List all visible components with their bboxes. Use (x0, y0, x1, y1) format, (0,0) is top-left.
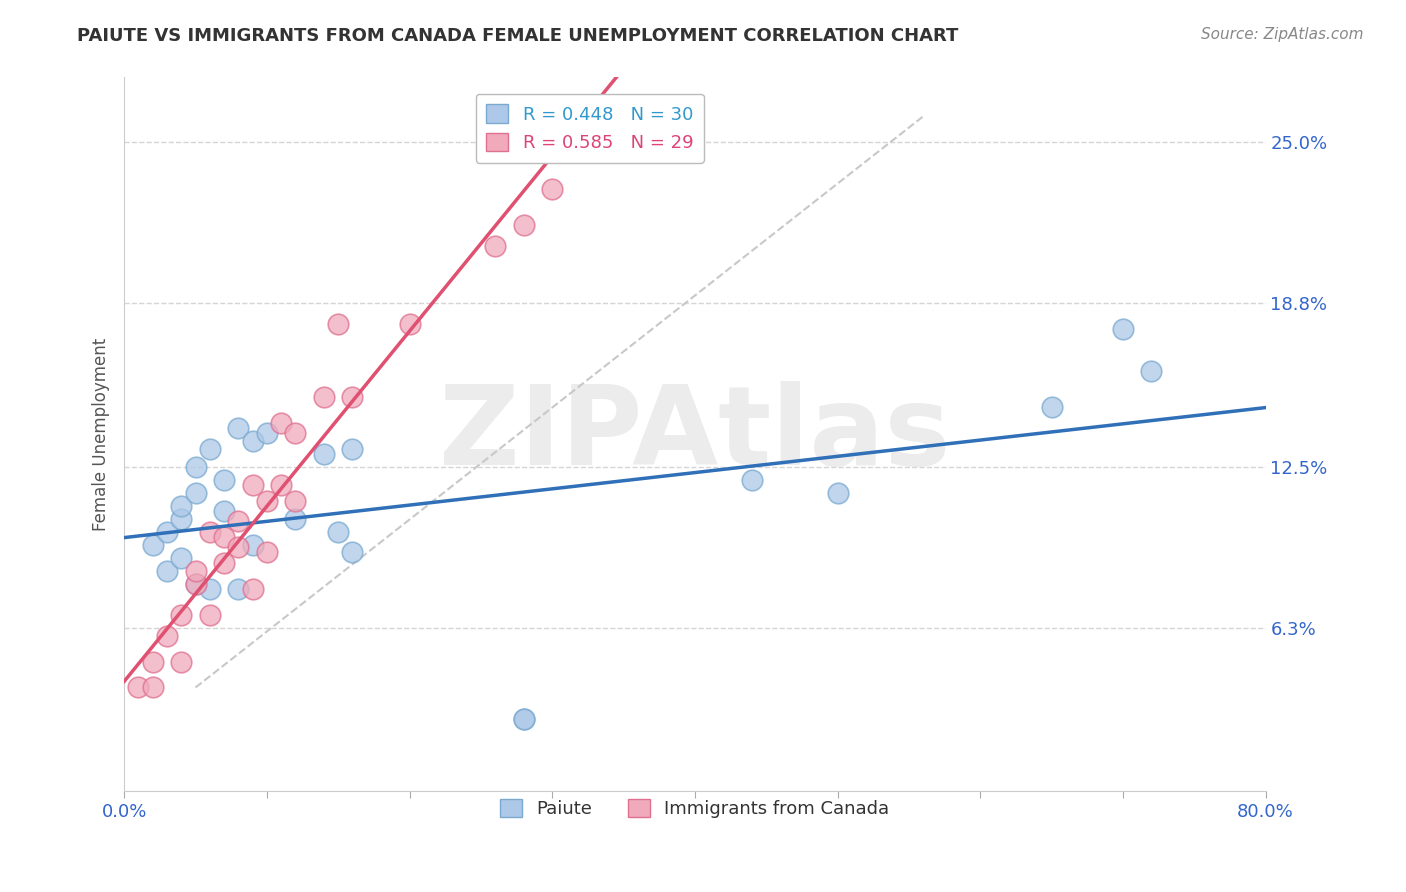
Point (398, 317, 420, 331)
Point (170, 512, 193, 526)
Point (512, 712, 534, 726)
Point (142, 655, 165, 669)
Point (342, 442, 364, 456)
Point (184, 576, 207, 591)
Point (270, 416, 292, 430)
Point (342, 545, 364, 559)
Point (198, 524, 221, 539)
Point (212, 473, 235, 487)
Point (827, 485, 849, 500)
Point (184, 576, 207, 591)
Point (198, 607, 221, 622)
Point (170, 607, 193, 622)
Point (242, 478, 264, 492)
Text: ZIPAtlas: ZIPAtlas (439, 381, 950, 488)
Point (212, 504, 235, 518)
Point (312, 390, 335, 404)
Point (312, 447, 335, 461)
Point (228, 514, 250, 528)
Point (512, 219, 534, 233)
Point (184, 564, 207, 578)
Point (256, 493, 278, 508)
Point (484, 239, 506, 253)
Point (142, 681, 165, 695)
Point (228, 541, 250, 555)
Point (284, 512, 307, 526)
Point (541, 182, 564, 196)
Point (170, 655, 193, 669)
Point (156, 524, 179, 539)
Point (328, 524, 350, 539)
Point (170, 499, 193, 513)
Point (142, 538, 165, 552)
Point (198, 442, 221, 456)
Point (228, 421, 250, 435)
Point (1140, 364, 1163, 378)
Point (170, 550, 193, 565)
Point (256, 545, 278, 559)
Point (741, 473, 763, 487)
Point (1040, 400, 1063, 414)
Y-axis label: Female Unemployment: Female Unemployment (93, 338, 110, 531)
Text: PAIUTE VS IMMIGRANTS FROM CANADA FEMALE UNEMPLOYMENT CORRELATION CHART: PAIUTE VS IMMIGRANTS FROM CANADA FEMALE … (77, 27, 959, 45)
Point (228, 582, 250, 596)
Point (328, 317, 350, 331)
Point (256, 426, 278, 441)
Point (127, 681, 149, 695)
Point (212, 530, 235, 544)
Point (284, 493, 307, 508)
Point (270, 478, 292, 492)
Legend: Paiute, Immigrants from Canada: Paiute, Immigrants from Canada (494, 791, 897, 825)
Point (242, 538, 264, 552)
Point (284, 426, 307, 441)
Point (156, 628, 179, 642)
Point (184, 459, 207, 474)
Point (184, 485, 207, 500)
Point (1112, 322, 1135, 336)
Point (342, 390, 364, 404)
Point (242, 434, 264, 448)
Point (198, 582, 221, 596)
Point (242, 582, 264, 596)
Point (512, 712, 534, 726)
Text: Source: ZipAtlas.com: Source: ZipAtlas.com (1201, 27, 1364, 42)
Point (212, 556, 235, 570)
Point (156, 564, 179, 578)
